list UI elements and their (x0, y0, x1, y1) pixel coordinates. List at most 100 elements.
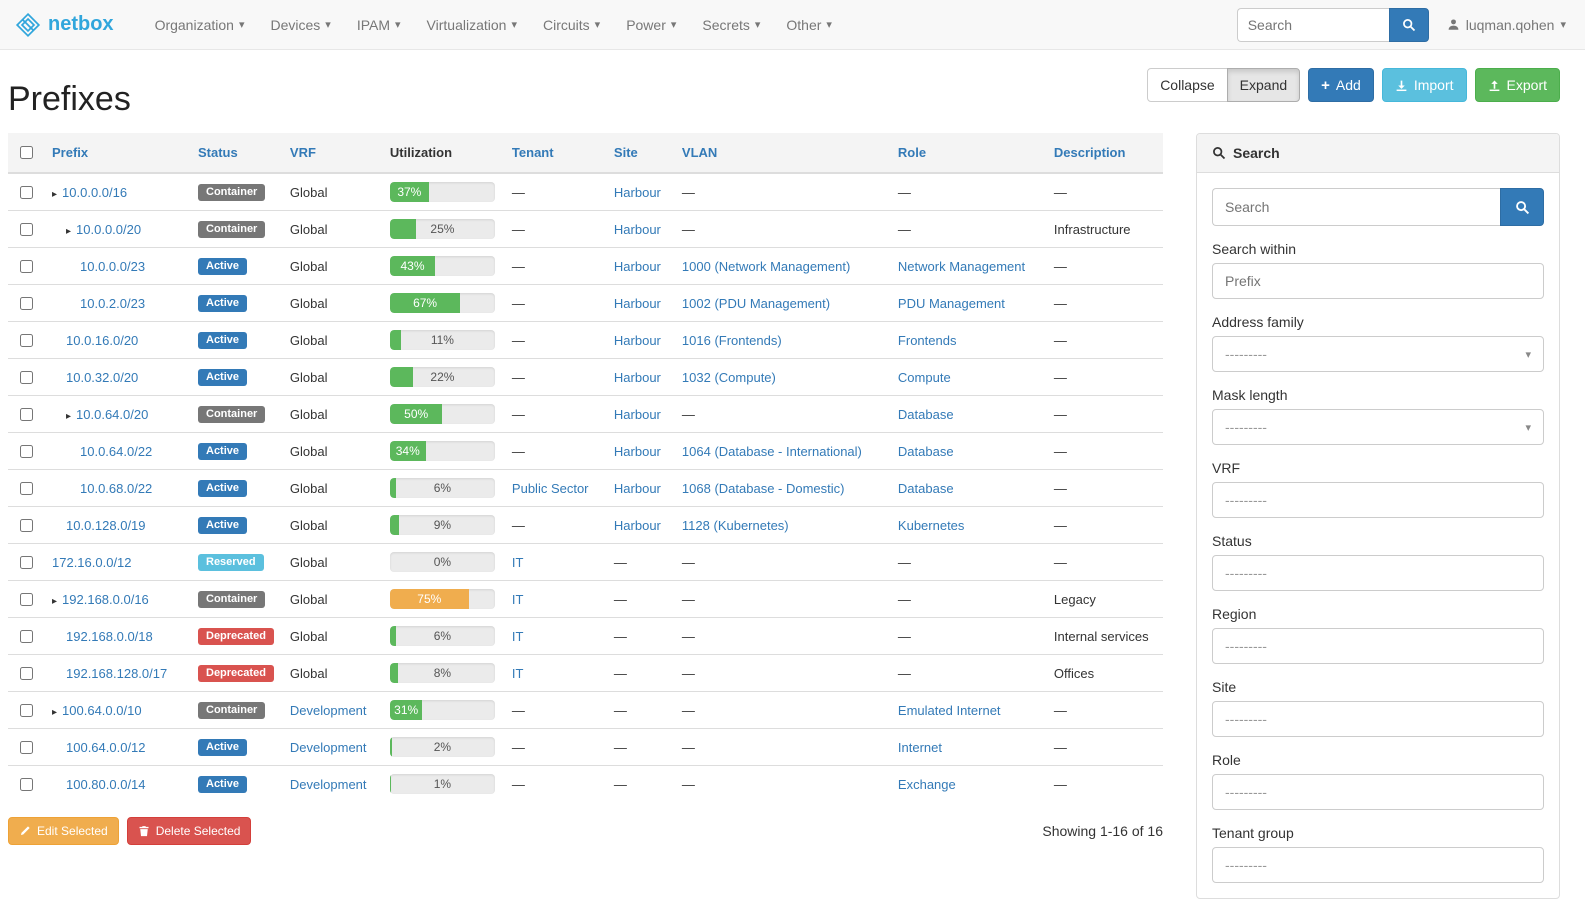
prefix-link[interactable]: 10.0.0.0/23 (80, 258, 146, 274)
vrf-link[interactable]: Development (289, 702, 367, 718)
site-link[interactable]: Harbour (613, 406, 661, 422)
tenant-link[interactable]: IT (511, 591, 524, 607)
site-link[interactable]: Harbour (613, 258, 661, 274)
filter-region-select[interactable]: --------- (1212, 628, 1544, 664)
column-header-vrf[interactable]: VRF (281, 133, 382, 174)
expand-arrow-icon[interactable]: ▸ (66, 410, 72, 422)
prefix-link[interactable]: 10.0.0.0/16 (62, 184, 128, 200)
site-link[interactable]: Harbour (613, 295, 661, 311)
filter-tenant-group-select[interactable]: --------- (1212, 847, 1544, 883)
edit-selected-button[interactable]: Edit Selected (8, 816, 119, 845)
collapse-button[interactable]: Collapse (1147, 68, 1228, 102)
row-select-checkbox[interactable] (20, 666, 33, 680)
tenant-link[interactable]: IT (511, 554, 524, 570)
prefix-link[interactable]: 10.0.2.0/23 (80, 295, 146, 311)
prefix-link[interactable]: 10.0.0.0/20 (76, 221, 142, 237)
site-link[interactable]: Harbour (613, 332, 661, 348)
filter-role-select[interactable]: --------- (1212, 774, 1544, 810)
row-select-checkbox[interactable] (20, 518, 33, 532)
tenant-link[interactable]: IT (511, 665, 524, 681)
row-select-checkbox[interactable] (20, 592, 33, 606)
column-header-vlan[interactable]: VLAN (673, 133, 890, 174)
vlan-link[interactable]: 1068 (Database - Domestic) (681, 480, 845, 496)
user-menu[interactable]: luqman.qohen ▾ (1447, 17, 1570, 33)
row-select-checkbox[interactable] (20, 555, 33, 569)
add-button[interactable]: + Add (1308, 68, 1374, 102)
column-header-tenant[interactable]: Tenant (503, 133, 606, 174)
nav-item-secrets[interactable]: Secrets ▾ (689, 0, 773, 50)
filter-status-select[interactable]: --------- (1212, 555, 1544, 591)
netbox-logo[interactable]: netbox (15, 12, 114, 38)
expand-arrow-icon[interactable]: ▸ (52, 706, 58, 718)
expand-arrow-icon[interactable]: ▸ (52, 595, 58, 607)
nav-item-ipam[interactable]: IPAM ▾ (344, 0, 414, 50)
prefix-link[interactable]: 192.168.0.0/16 (62, 591, 149, 607)
nav-item-other[interactable]: Other ▾ (773, 0, 845, 50)
row-select-checkbox[interactable] (20, 185, 33, 199)
row-select-checkbox[interactable] (20, 333, 33, 347)
expand-arrow-icon[interactable]: ▸ (52, 188, 58, 200)
row-select-checkbox[interactable] (20, 444, 33, 458)
prefix-link[interactable]: 172.16.0.0/12 (52, 554, 132, 570)
prefix-link[interactable]: 10.0.64.0/20 (76, 406, 149, 422)
row-select-checkbox[interactable] (20, 740, 33, 754)
filter-search-within-input[interactable] (1212, 263, 1544, 299)
prefix-link[interactable]: 192.168.128.0/17 (66, 665, 168, 681)
row-select-checkbox[interactable] (20, 296, 33, 310)
prefix-link[interactable]: 100.80.0.0/14 (66, 776, 146, 792)
filter-search-input[interactable] (1212, 188, 1500, 226)
filter-vrf-select[interactable]: --------- (1212, 482, 1544, 518)
prefix-link[interactable]: 10.0.32.0/20 (66, 369, 139, 385)
expand-arrow-icon[interactable]: ▸ (66, 225, 72, 237)
role-link[interactable]: Internet (897, 739, 943, 755)
delete-selected-button[interactable]: Delete Selected (126, 816, 252, 845)
row-select-checkbox[interactable] (20, 703, 33, 717)
nav-item-organization[interactable]: Organization ▾ (142, 0, 258, 50)
site-link[interactable]: Harbour (613, 184, 661, 200)
row-select-checkbox[interactable] (20, 407, 33, 421)
row-select-checkbox[interactable] (20, 777, 33, 791)
role-link[interactable]: Kubernetes (897, 517, 965, 533)
nav-item-virtualization[interactable]: Virtualization ▾ (414, 0, 530, 50)
nav-item-circuits[interactable]: Circuits ▾ (530, 0, 613, 50)
column-header-status[interactable]: Status (190, 133, 282, 174)
role-link[interactable]: Database (897, 406, 954, 422)
role-link[interactable]: Database (897, 480, 954, 496)
nav-item-devices[interactable]: Devices ▾ (257, 0, 343, 50)
export-button[interactable]: Export (1474, 68, 1560, 102)
prefix-link[interactable]: 10.0.68.0/22 (80, 480, 153, 496)
site-link[interactable]: Harbour (613, 517, 661, 533)
site-link[interactable]: Harbour (613, 443, 661, 459)
filter-address-family-select[interactable]: --------- ▾ (1212, 336, 1544, 372)
role-link[interactable]: Network Management (897, 258, 1026, 274)
row-select-checkbox[interactable] (20, 629, 33, 643)
role-link[interactable]: Compute (897, 369, 951, 385)
vrf-link[interactable]: Development (289, 739, 367, 755)
filter-mask-length-select[interactable]: --------- ▾ (1212, 409, 1544, 445)
role-link[interactable]: Frontends (897, 332, 957, 348)
role-link[interactable]: Database (897, 443, 954, 459)
row-select-checkbox[interactable] (20, 481, 33, 495)
site-link[interactable]: Harbour (613, 369, 661, 385)
vlan-link[interactable]: 1032 (Compute) (681, 369, 776, 385)
prefix-link[interactable]: 10.0.64.0/22 (80, 443, 153, 459)
prefix-link[interactable]: 10.0.16.0/20 (66, 332, 139, 348)
vlan-link[interactable]: 1016 (Frontends) (681, 332, 782, 348)
prefix-link[interactable]: 100.64.0.0/10 (62, 702, 142, 718)
site-link[interactable]: Harbour (613, 221, 661, 237)
filter-site-select[interactable]: --------- (1212, 701, 1544, 737)
tenant-link[interactable]: IT (511, 628, 524, 644)
row-select-checkbox[interactable] (20, 259, 33, 273)
vlan-link[interactable]: 1002 (PDU Management) (681, 295, 831, 311)
import-button[interactable]: Import (1381, 68, 1467, 102)
vrf-link[interactable]: Development (289, 776, 367, 792)
vlan-link[interactable]: 1064 (Database - International) (681, 443, 862, 459)
nav-item-power[interactable]: Power ▾ (613, 0, 689, 50)
select-all-checkbox[interactable] (20, 146, 33, 159)
global-search-input[interactable] (1236, 7, 1389, 42)
row-select-checkbox[interactable] (20, 222, 33, 236)
filter-search-button[interactable] (1500, 188, 1544, 226)
prefix-link[interactable]: 192.168.0.0/18 (66, 628, 153, 644)
column-header-prefix[interactable]: Prefix (44, 133, 190, 174)
role-link[interactable]: Emulated Internet (897, 702, 1001, 718)
